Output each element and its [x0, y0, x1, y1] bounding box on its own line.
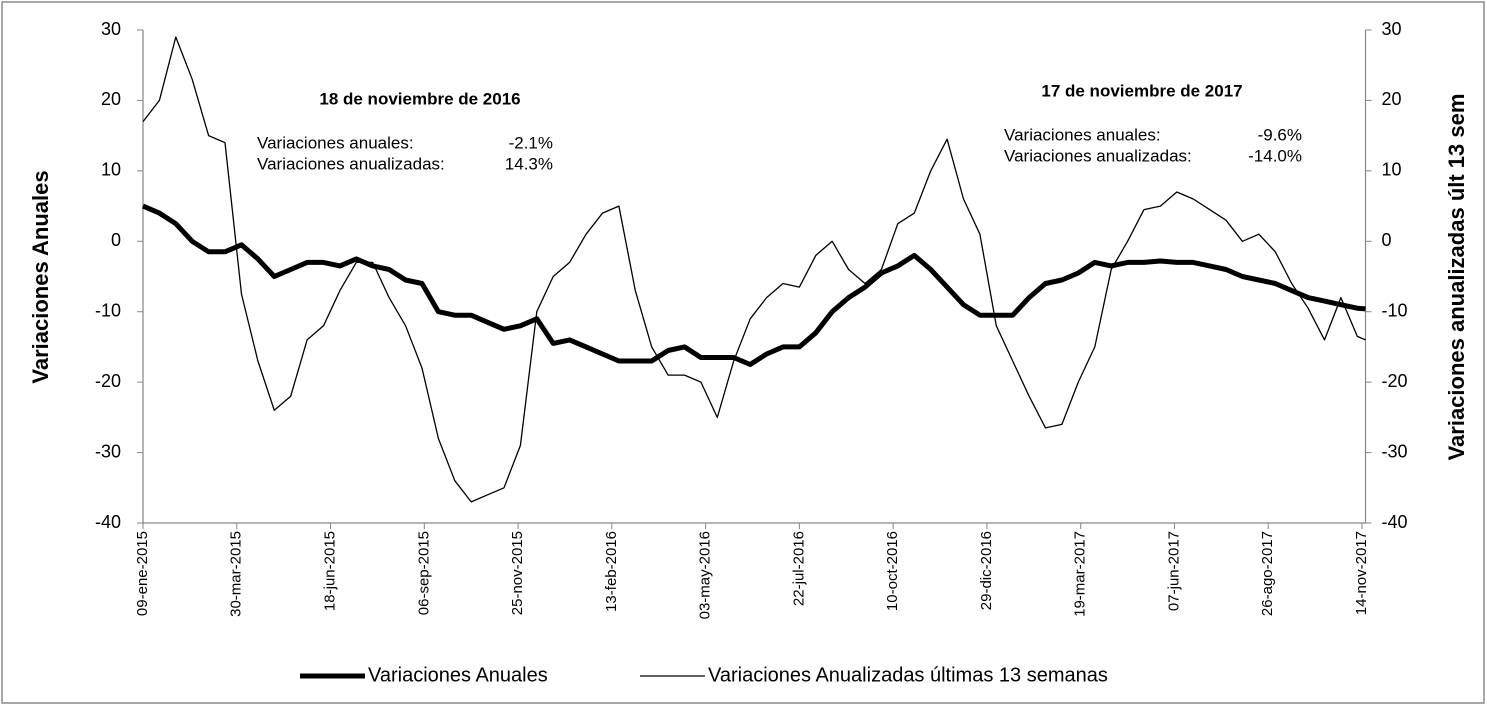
- y2-axis-label: Variaciones anualizadas últ 13 sem: [1444, 94, 1469, 461]
- y2-tick-label: 30: [1382, 19, 1402, 39]
- annotation-label: Variaciones anuales:: [1004, 125, 1161, 144]
- annotation-label: Variaciones anualizadas:: [257, 154, 445, 173]
- legend-label: Variaciones Anuales: [368, 664, 548, 686]
- x-tick-label: 14-nov-2017: [1353, 531, 1370, 615]
- x-tick-label: 13-feb-2016: [603, 531, 620, 612]
- y2-tick-label: 10: [1382, 160, 1402, 180]
- x-tick-label: 06-sep-2015: [415, 531, 432, 615]
- y-tick-label: -10: [95, 300, 121, 320]
- annotation-value: -9.6%: [1258, 125, 1302, 144]
- x-tick-label: 26-ago-2017: [1259, 531, 1276, 616]
- y-tick-label: 30: [101, 19, 121, 39]
- x-tick-label: 29-dic-2016: [978, 531, 995, 610]
- annotation-value: -2.1%: [509, 133, 553, 152]
- annotation-title: 18 de noviembre de 2016: [319, 89, 520, 108]
- y-tick-label: -40: [95, 512, 121, 532]
- y-tick-label: 10: [101, 160, 121, 180]
- x-tick-label: 07-jun-2017: [1165, 531, 1182, 611]
- annotation-label: Variaciones anualizadas:: [1004, 146, 1192, 165]
- y2-tick-label: 0: [1382, 230, 1392, 250]
- y-tick-label: -30: [95, 441, 121, 461]
- y-tick-label: -20: [95, 371, 121, 391]
- y-tick-label: 0: [111, 230, 121, 250]
- x-tick-label: 30-mar-2015: [228, 531, 245, 617]
- x-tick-label: 25-nov-2015: [509, 531, 526, 615]
- x-tick-label: 18-jun-2015: [322, 531, 339, 611]
- annotation-value: 14.3%: [505, 154, 553, 173]
- y2-tick-label: 20: [1382, 89, 1402, 109]
- y2-tick-label: -10: [1382, 300, 1408, 320]
- x-tick-label: 19-mar-2017: [1072, 531, 1089, 617]
- legend-label: Variaciones Anualizadas últimas 13 seman…: [708, 664, 1108, 686]
- y2-tick-label: -20: [1382, 371, 1408, 391]
- annotation-title: 17 de noviembre de 2017: [1041, 81, 1242, 100]
- y2-tick-label: -30: [1382, 441, 1408, 461]
- annotation-label: Variaciones anuales:: [257, 133, 414, 152]
- series-line: [142, 36, 1366, 503]
- annotation-value: -14.0%: [1248, 146, 1302, 165]
- x-tick-label: 10-oct-2016: [884, 531, 901, 611]
- x-tick-label: 09-ene-2015: [134, 531, 151, 616]
- series-line: [142, 203, 1366, 367]
- y-axis-label: Variaciones Anuales: [28, 170, 53, 383]
- y2-tick-label: -40: [1382, 512, 1408, 532]
- x-tick-label: 03-may-2016: [697, 531, 714, 619]
- x-tick-label: 22-jul-2016: [790, 531, 807, 606]
- y-tick-label: 20: [101, 89, 121, 109]
